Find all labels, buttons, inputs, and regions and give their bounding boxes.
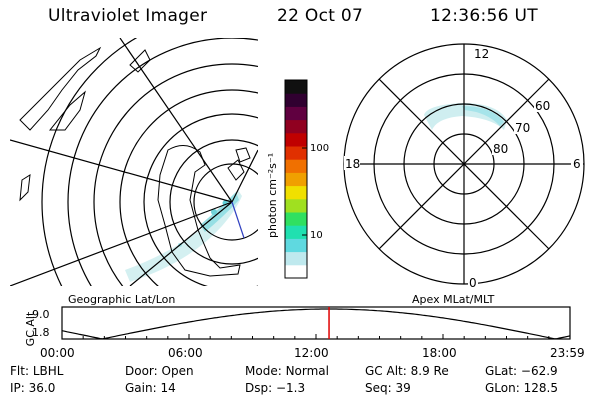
- instrument-title: Ultraviolet Imager: [48, 6, 208, 26]
- info-ip: IP: 36.0: [10, 381, 56, 395]
- colorbar-segment: [285, 238, 307, 253]
- mlat-label-80: 80: [493, 142, 508, 156]
- altitude-ytick-low: 1.8: [32, 326, 50, 339]
- altitude-ylabel: GC Alt: [24, 311, 37, 346]
- altitude-timeline: GC Alt 9.0 1.8 00:00 06:00 12:00 18:00 2…: [24, 306, 585, 360]
- mlt-lines: [344, 44, 584, 284]
- coastlines: [19, 46, 251, 277]
- info-glat: GLat: −62.9: [485, 364, 558, 378]
- colorbar-segment: [285, 159, 307, 173]
- colorbar: 100 10 photon cm⁻²s⁻¹: [266, 79, 329, 279]
- altitude-curve: [61, 308, 571, 340]
- colorbar-segment: [285, 172, 307, 187]
- info-gain: Gain: 14: [125, 381, 176, 395]
- longitude-lines: [10, 38, 258, 286]
- geographic-label: Geographic Lat/Lon: [68, 293, 176, 306]
- info-door: Door: Open: [125, 364, 194, 378]
- mlt-label-6: 6: [573, 157, 581, 171]
- apex-polar-panel: 12 18 6 0 60 70 80: [343, 43, 585, 290]
- latitude-circles: [41, 38, 258, 286]
- mlat-label-70: 70: [515, 121, 530, 135]
- info-filter: Flt: LBHL: [10, 364, 64, 378]
- sun-direction-line: [231, 201, 245, 239]
- colorbar-segment: [285, 251, 307, 266]
- colorbar-segment: [285, 119, 307, 134]
- colorbar-segment: [285, 225, 307, 239]
- colorbar-unit-label: photon cm⁻²s⁻¹: [266, 153, 279, 238]
- xtick-0600: 06:00: [168, 346, 203, 360]
- geographic-map-panel: [10, 38, 258, 286]
- colorbar-segment: [285, 146, 307, 160]
- colorbar-segment: [285, 264, 307, 279]
- altitude-ytick-high: 9.0: [32, 308, 50, 321]
- colorbar-segment: [285, 132, 307, 147]
- time-label: 12:36:56 UT: [430, 6, 538, 26]
- date-label: 22 Oct 07: [277, 6, 364, 26]
- info-gc-alt: GC Alt: 8.9 Re: [365, 364, 449, 378]
- mlt-label-0: 0: [469, 276, 477, 290]
- xtick-1800: 18:00: [422, 346, 457, 360]
- colorbar-segment: [285, 106, 307, 121]
- info-glon: GLon: 128.5: [485, 381, 558, 395]
- colorbar-segment: [285, 93, 307, 107]
- info-dsp: Dsp: −1.3: [245, 381, 306, 395]
- xtick-2359: 23:59: [550, 346, 585, 360]
- colorbar-segment: [285, 198, 307, 213]
- xtick-1200: 12:00: [294, 346, 329, 360]
- mlat-label-60: 60: [535, 99, 550, 113]
- aurora-emission-right: [424, 103, 507, 130]
- colorbar-segment: [285, 185, 307, 200]
- info-mode: Mode: Normal: [245, 364, 329, 378]
- apex-label: Apex MLat/MLT: [412, 293, 495, 306]
- xtick-0000: 00:00: [40, 346, 75, 360]
- colorbar-segment: [285, 80, 307, 94]
- mlt-label-12: 12: [474, 47, 489, 61]
- info-seq: Seq: 39: [365, 381, 411, 395]
- colorbar-tick-10: 10: [310, 230, 323, 241]
- colorbar-segment: [285, 212, 307, 226]
- mlt-label-18: 18: [345, 157, 360, 171]
- colorbar-tick-100: 100: [310, 143, 329, 154]
